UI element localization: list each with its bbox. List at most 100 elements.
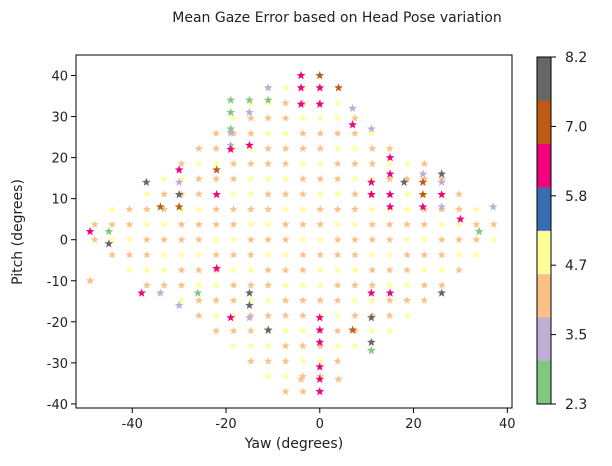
grid-point [281, 326, 290, 335]
colorbar-segment [537, 143, 551, 188]
data-point [226, 107, 236, 117]
grid-point [229, 205, 238, 213]
grid-point [281, 205, 290, 213]
grid-point [455, 220, 464, 228]
grid-point [333, 205, 342, 213]
x-tick-label: 0 [316, 417, 324, 432]
grid-point [298, 250, 307, 259]
grid-point [229, 326, 238, 335]
colorbar-tick-label: 8.2 [565, 50, 587, 66]
colorbar-frame [536, 56, 552, 405]
data-point [366, 313, 376, 322]
colorbar-segment [537, 230, 551, 275]
grid-point [246, 220, 255, 228]
grid-point [350, 174, 359, 183]
data-point [437, 177, 447, 186]
data-point [104, 226, 114, 236]
grid-point [160, 220, 169, 228]
grid-point [402, 311, 411, 320]
grid-point [472, 235, 481, 244]
grid-point [229, 114, 238, 122]
grid-point [229, 265, 238, 274]
grid-point [316, 235, 325, 244]
grid-point [246, 235, 255, 244]
grid-point [264, 357, 273, 365]
data-point [141, 177, 151, 186]
grid-point [316, 281, 325, 289]
grid-point [385, 174, 394, 183]
grid-point [333, 341, 342, 350]
grid-point [350, 250, 359, 259]
grid-point [455, 205, 464, 213]
grid-point [212, 159, 221, 168]
grid-point [264, 174, 273, 183]
grid-point [350, 296, 359, 304]
grid-point [108, 235, 117, 244]
grid-point [385, 144, 394, 152]
grid-point [281, 220, 290, 228]
grid-point [333, 189, 342, 198]
grid-point [472, 220, 481, 228]
data-point [174, 300, 184, 310]
data-point [212, 263, 222, 273]
grid-point [298, 265, 307, 274]
grid-point [281, 189, 290, 198]
colorbar [536, 56, 552, 405]
grid-point [264, 98, 273, 107]
data-point [488, 202, 498, 211]
grid-point [281, 98, 290, 107]
grid-point [333, 159, 342, 168]
grid-point [316, 205, 325, 213]
grid-point [420, 235, 429, 244]
grid-point [246, 129, 255, 137]
data-point [366, 189, 376, 199]
grid-point [194, 311, 203, 320]
data-point [245, 95, 254, 104]
grid-point [212, 235, 221, 244]
data-point [226, 313, 236, 322]
grid-point [246, 357, 255, 365]
grid-point [298, 174, 307, 183]
grid-point [160, 250, 169, 259]
data-point [226, 128, 236, 137]
data-point [245, 107, 254, 117]
grid-point [264, 114, 273, 122]
grid-point [489, 235, 498, 244]
grid-point [316, 174, 325, 183]
grid-point [142, 205, 151, 213]
x-axis-ticks: -40 -20 0 20 40 [122, 408, 516, 432]
data-points [85, 70, 498, 396]
grid-point [212, 144, 221, 152]
data-point [348, 120, 357, 129]
grid-point [212, 220, 221, 228]
grid-point [402, 205, 411, 213]
grid-point [455, 189, 464, 198]
x-tick-label: 40 [499, 417, 516, 432]
grid-point [385, 265, 394, 274]
grid-point [246, 326, 255, 335]
grid-point [350, 341, 359, 350]
grid-point [316, 341, 325, 350]
y-tick-label: 30 [51, 111, 68, 126]
data-point [296, 83, 306, 92]
grid-point [437, 250, 446, 259]
data-point [315, 313, 325, 322]
data-point [418, 177, 428, 186]
grid-point [368, 311, 377, 320]
data-point [366, 177, 376, 186]
grid-point [298, 98, 307, 107]
grid-point [264, 220, 273, 228]
data-point [385, 169, 395, 178]
data-point [193, 288, 203, 297]
grid-point [194, 205, 203, 213]
data-point [315, 337, 325, 347]
grid-point [281, 357, 290, 365]
grid-point [316, 250, 325, 259]
grid-point [420, 250, 429, 259]
grid-point [437, 235, 446, 244]
data-point [174, 165, 184, 174]
grid-point [402, 220, 411, 228]
y-axis-label: Pitch (degrees) [10, 179, 26, 285]
grid-point [368, 265, 377, 274]
grid-point [333, 174, 342, 183]
